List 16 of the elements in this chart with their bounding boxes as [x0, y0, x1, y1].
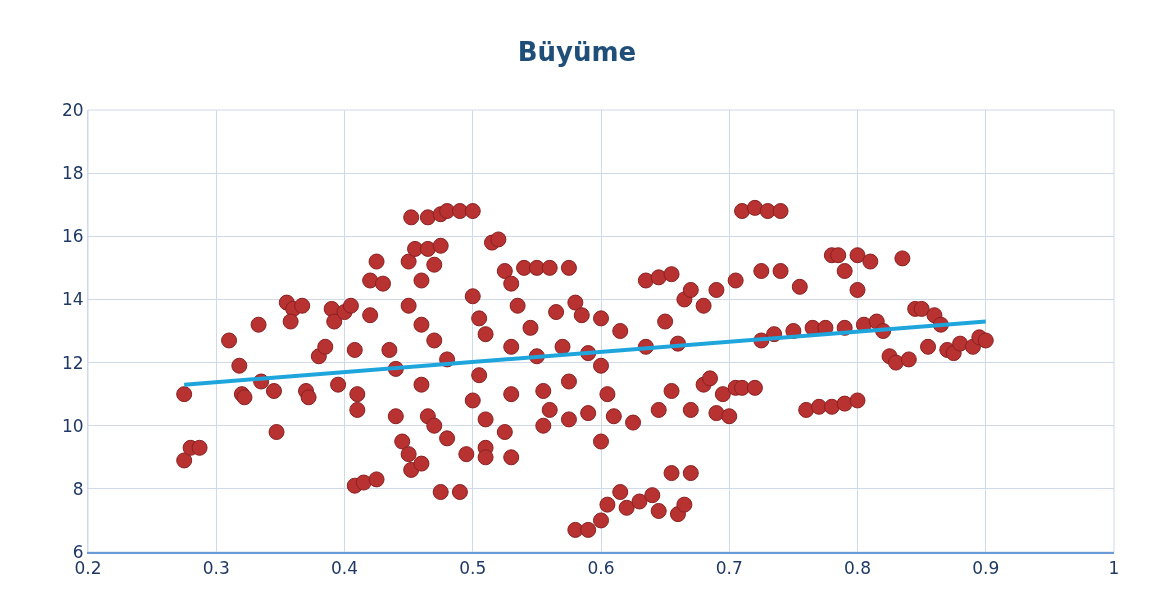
- y-tick-label: 18: [61, 163, 84, 184]
- y-tick-label: 10: [61, 415, 84, 436]
- x-tick-label: 1: [1108, 558, 1120, 579]
- x-tick-label: 0.6: [587, 558, 615, 579]
- x-tick-label: 0.5: [459, 558, 487, 579]
- y-tick-label: 20: [61, 99, 84, 120]
- x-tick-label: 0.7: [715, 558, 743, 579]
- x-tick-label: 0.9: [972, 558, 1000, 579]
- y-tick-label: 12: [61, 352, 84, 373]
- y-tick-label: 8: [72, 478, 84, 499]
- x-tick-label: 0.8: [843, 558, 872, 579]
- y-tick-label: 16: [61, 226, 84, 247]
- x-tick-label: 0.3: [202, 558, 230, 579]
- chart-title: Büyüme: [517, 37, 637, 68]
- x-tick-label: 0.4: [330, 558, 359, 579]
- y-tick-label: 14: [61, 289, 84, 310]
